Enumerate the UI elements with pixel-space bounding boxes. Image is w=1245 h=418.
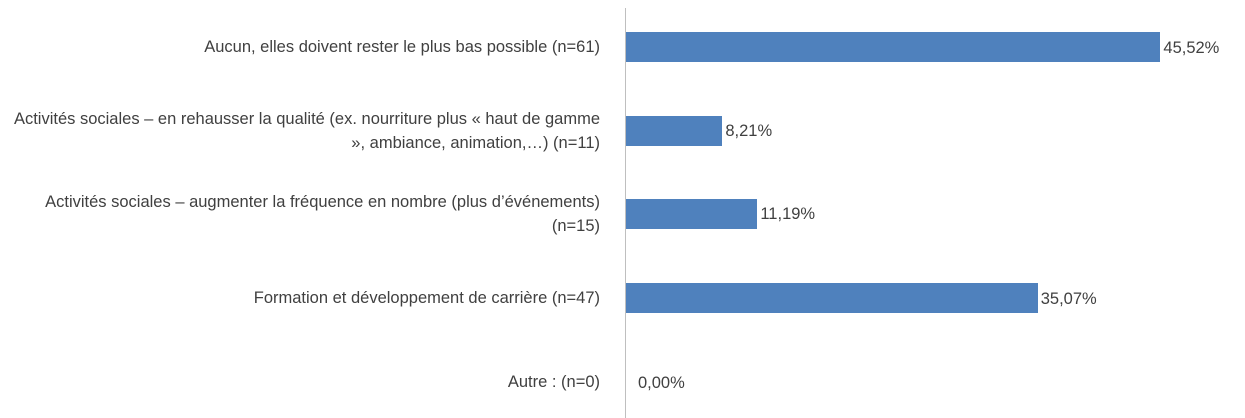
category-label: Formation et développement de carrière (… bbox=[253, 289, 600, 308]
category-label: Activités sociales – augmenter la fréque… bbox=[45, 193, 600, 236]
category-label: Activités sociales – en rehausser la qua… bbox=[13, 109, 600, 152]
value-label: 11,19% bbox=[760, 205, 816, 224]
bar bbox=[626, 32, 1161, 62]
bar bbox=[626, 199, 758, 230]
value-label: 8,21% bbox=[725, 121, 773, 140]
bar bbox=[626, 115, 723, 146]
axis-line bbox=[625, 8, 626, 418]
value-label: 0,00% bbox=[638, 373, 685, 392]
category-label: Autre : (n=0) bbox=[507, 372, 600, 391]
category-label: Aucun, elles doivent rester le plus bas … bbox=[204, 38, 600, 56]
value-label: 35,07% bbox=[1040, 290, 1097, 309]
value-label: 45,52% bbox=[1163, 39, 1220, 57]
bar bbox=[626, 283, 1038, 314]
